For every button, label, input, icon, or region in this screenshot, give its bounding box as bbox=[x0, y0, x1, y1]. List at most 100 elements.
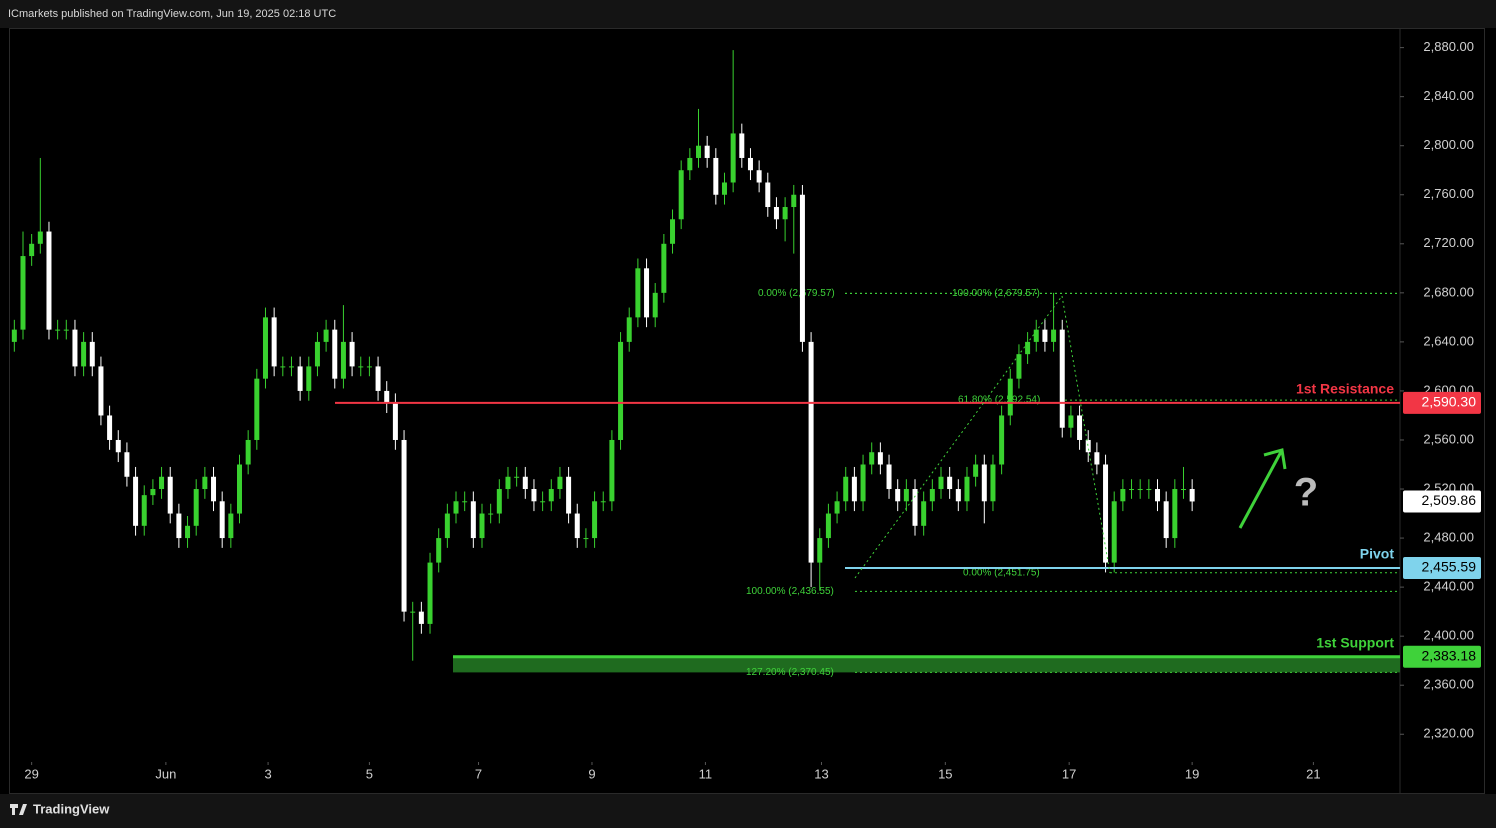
x-tick-label: 17 bbox=[1062, 766, 1076, 781]
candle-body bbox=[1077, 415, 1083, 440]
candle-body bbox=[886, 464, 892, 490]
footer-text: TradingView bbox=[33, 801, 110, 816]
x-tick-label: 3 bbox=[264, 766, 271, 781]
candle-body bbox=[159, 476, 165, 490]
candle-body bbox=[505, 476, 511, 490]
price-tag bbox=[1403, 557, 1481, 580]
candle-body bbox=[678, 170, 684, 220]
candle-body bbox=[81, 341, 87, 367]
candle-body bbox=[375, 366, 381, 391]
price-tag bbox=[1403, 391, 1481, 414]
candle-body bbox=[540, 501, 546, 503]
tradingview-logo: TradingView bbox=[10, 801, 110, 816]
candle-body bbox=[254, 378, 260, 440]
candle-body bbox=[72, 329, 78, 367]
candle-body bbox=[799, 194, 805, 342]
candle-body bbox=[323, 329, 329, 342]
candle-body bbox=[288, 366, 294, 368]
candle-body bbox=[912, 489, 918, 526]
y-tick-label: 2,560.00 bbox=[1423, 431, 1474, 446]
candle-body bbox=[834, 501, 840, 514]
y-tick-label: 2,360.00 bbox=[1423, 677, 1474, 692]
candle-body bbox=[531, 489, 537, 502]
fib-label: 61.80% (2,592.54) bbox=[958, 395, 1040, 406]
candle-body bbox=[713, 157, 719, 195]
x-tick-label: Jun bbox=[155, 766, 176, 781]
level-name: Pivot bbox=[1360, 546, 1395, 562]
y-tick-label: 2,640.00 bbox=[1423, 333, 1474, 348]
candle-body bbox=[522, 476, 528, 490]
candle-body bbox=[955, 489, 961, 502]
candle-body bbox=[124, 452, 130, 477]
candle-body bbox=[817, 538, 823, 563]
candle-body bbox=[332, 329, 338, 379]
y-tick-label: 2,680.00 bbox=[1423, 284, 1474, 299]
header-text: ICmarkets published on TradingView.com, … bbox=[8, 8, 336, 20]
question-mark: ? bbox=[1294, 471, 1318, 515]
y-tick-label: 2,440.00 bbox=[1423, 579, 1474, 594]
candle-body bbox=[392, 403, 398, 440]
candle-body bbox=[340, 341, 346, 379]
candle-body bbox=[167, 476, 173, 514]
candle-body bbox=[1163, 501, 1169, 539]
candle-body bbox=[687, 157, 693, 171]
x-tick-label: 9 bbox=[588, 766, 595, 781]
candle-body bbox=[1180, 489, 1186, 491]
candle-body bbox=[1051, 329, 1057, 342]
y-tick-label: 2,400.00 bbox=[1423, 628, 1474, 643]
candle-body bbox=[453, 501, 459, 514]
x-tick-label: 15 bbox=[938, 766, 952, 781]
candle-body bbox=[981, 464, 987, 502]
candle-body bbox=[929, 489, 935, 502]
candle-body bbox=[176, 513, 182, 539]
candle-body bbox=[704, 145, 710, 158]
candle-body bbox=[600, 501, 606, 503]
candle-body bbox=[271, 317, 277, 367]
candle-body bbox=[618, 341, 624, 440]
candle-body bbox=[444, 513, 450, 539]
candle-body bbox=[185, 525, 191, 539]
candle-body bbox=[869, 452, 875, 465]
candle-body bbox=[410, 611, 416, 613]
candle-body bbox=[1146, 489, 1152, 491]
candle-body bbox=[574, 513, 580, 539]
candle-body bbox=[583, 538, 589, 540]
candle-body bbox=[202, 476, 208, 490]
candle-body bbox=[46, 231, 52, 330]
candle-body bbox=[1025, 341, 1031, 355]
candle-body bbox=[306, 366, 312, 391]
candle-body bbox=[115, 439, 121, 453]
last-price-tag bbox=[1403, 490, 1481, 513]
y-tick-label: 2,480.00 bbox=[1423, 530, 1474, 545]
candle-body bbox=[29, 243, 35, 257]
candle-body bbox=[782, 207, 788, 220]
fib-label: 0.00% (2,679.57) bbox=[758, 288, 835, 299]
fib-label: 100.00% (2,679.57) bbox=[952, 288, 1040, 299]
x-tick-label: 29 bbox=[24, 766, 38, 781]
candle-body bbox=[297, 366, 303, 391]
candle-body bbox=[488, 513, 494, 515]
candle-body bbox=[843, 476, 849, 502]
candle-body bbox=[921, 501, 927, 526]
candle-body bbox=[384, 390, 390, 404]
candle-body bbox=[877, 452, 883, 465]
candle-body bbox=[470, 501, 476, 539]
candle-body bbox=[1120, 489, 1126, 502]
candle-body bbox=[262, 317, 268, 379]
candle-body bbox=[1137, 489, 1143, 491]
candle-body bbox=[479, 513, 485, 539]
candle-body bbox=[739, 133, 745, 158]
candle-body bbox=[938, 476, 944, 490]
level-name: 1st Resistance bbox=[1296, 381, 1394, 397]
candle-body bbox=[314, 341, 320, 367]
candle-body bbox=[496, 489, 502, 514]
fib-diagonal bbox=[854, 295, 1063, 579]
candle-body bbox=[990, 464, 996, 502]
candle-body bbox=[280, 366, 286, 368]
candle-body bbox=[1172, 489, 1178, 539]
candle-body bbox=[592, 501, 598, 539]
candle-body bbox=[635, 268, 641, 318]
candle-body bbox=[1059, 329, 1065, 428]
candle-body bbox=[765, 182, 771, 208]
